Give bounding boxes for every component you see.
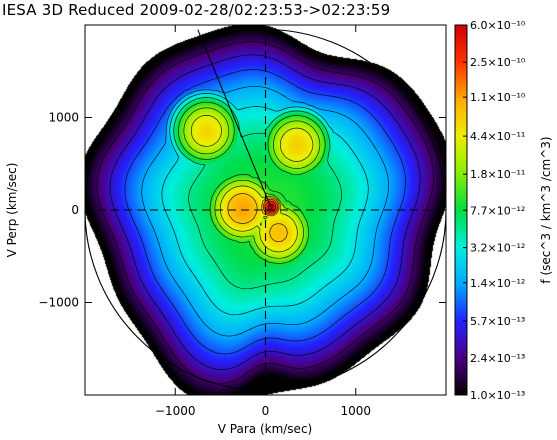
y-tick-label: −1000	[38, 296, 79, 310]
colorbar-tick-label: 1.4×10⁻¹²	[470, 277, 525, 290]
contour-level-12	[267, 203, 274, 210]
colorbar-tick-label: 7.7×10⁻¹²	[470, 204, 525, 217]
contour-level-7	[183, 107, 321, 259]
chart-title: IESA 3D Reduced 2009-02-28/02:23:53->02:…	[2, 1, 390, 19]
field-direction-line	[197, 29, 272, 208]
contour-level-11	[264, 200, 276, 213]
y-tick-label: 0	[71, 203, 79, 217]
colorbar-tick-label: 6.0×10⁻¹⁰	[470, 19, 526, 32]
contour-level-1	[109, 54, 421, 370]
x-tick-label: 1000	[340, 404, 371, 418]
contour-level-8	[190, 115, 314, 253]
colorbar-tick-label: 2.4×10⁻¹³	[470, 352, 525, 365]
colorbar-tick-label: 1.0×10⁻¹³	[470, 389, 525, 402]
contour-level-9	[227, 193, 288, 242]
y-axis: −1000 0 1000	[38, 111, 446, 310]
colorbar-ticks: 6.0×10⁻¹⁰ 2.5×10⁻¹⁰ 1.1×10⁻¹⁰ 4.4×10⁻¹¹ 1.8×…	[463, 19, 526, 402]
colorbar-tick-label: 4.4×10⁻¹¹	[470, 130, 525, 143]
x-tick-label: 0	[262, 404, 270, 418]
colorbar-label: f (sec^3 / km^3 /cm^3)	[539, 136, 553, 283]
colorbar-tick-label: 3.2×10⁻¹²	[470, 242, 525, 255]
contour-lines	[96, 41, 434, 384]
colorbar-tick-label: 1.8×10⁻¹¹	[470, 168, 525, 181]
colorbar-tick-label: 5.7×10⁻¹³	[470, 315, 525, 328]
colorbar-tick-label: 1.1×10⁻¹⁰	[470, 91, 526, 104]
contour-level-2	[124, 69, 406, 355]
contour-level-3	[141, 85, 389, 337]
x-axis: −1000 0 1000	[155, 25, 371, 418]
x-tick-label: −1000	[155, 404, 196, 418]
contour-level-6	[178, 101, 326, 264]
colorbar-tick-label: 2.5×10⁻¹⁰	[470, 56, 526, 69]
y-tick-label: 1000	[48, 111, 79, 125]
contour-level-4	[161, 93, 369, 316]
contour-level-0	[96, 41, 434, 384]
y-axis-label: V Perp (km/sec)	[5, 163, 19, 258]
contour-level-5	[173, 97, 342, 290]
x-axis-label: V Para (km/sec)	[218, 422, 312, 436]
